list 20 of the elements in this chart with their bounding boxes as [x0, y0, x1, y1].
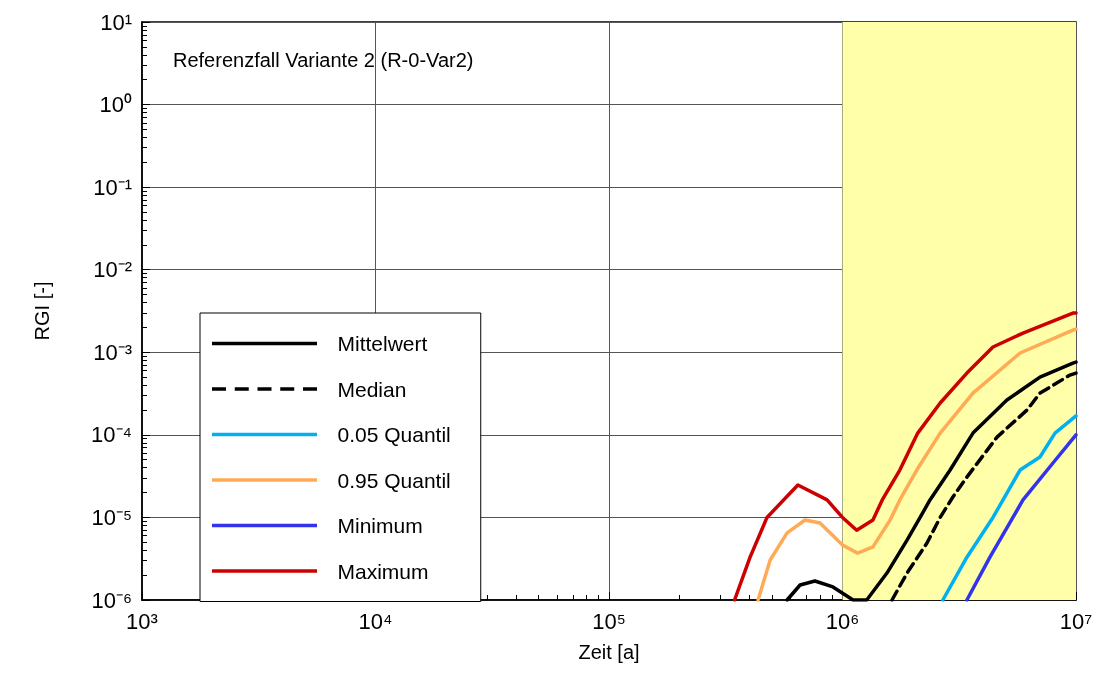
- y-tick-label: 10⁻⁵: [91, 504, 132, 530]
- y-tick-label: 10¹: [100, 9, 132, 35]
- legend-label: Mittelwert: [337, 332, 428, 355]
- y-tick-label: 10⁰: [99, 92, 132, 118]
- y-axis-title: RGI [-]: [31, 281, 53, 341]
- legend-label: 0.95 Quantil: [337, 468, 451, 492]
- x-tick-label: 10⁵: [592, 608, 626, 634]
- annotation: Referenzfall Variante 2 (R-0-Var2): [173, 49, 474, 71]
- y-tick-label: 10⁻²: [93, 257, 132, 283]
- x-tick-label: 10⁶: [825, 608, 860, 634]
- y-tick-label: 10⁻⁴: [91, 422, 132, 448]
- legend-label: 0.05 Quantil: [337, 423, 451, 446]
- x-axis-title: Zeit [a]: [578, 641, 640, 663]
- y-tick-label: 10⁻¹: [93, 174, 132, 200]
- legend-label: Minimum: [337, 514, 423, 537]
- y-tick-label: 10⁻³: [93, 339, 132, 365]
- x-tick-label: 10⁷: [1059, 608, 1093, 634]
- x-tick-label: 10⁴: [358, 608, 393, 634]
- legend-label: Maximum: [337, 559, 429, 583]
- legend-label: Median: [337, 377, 407, 401]
